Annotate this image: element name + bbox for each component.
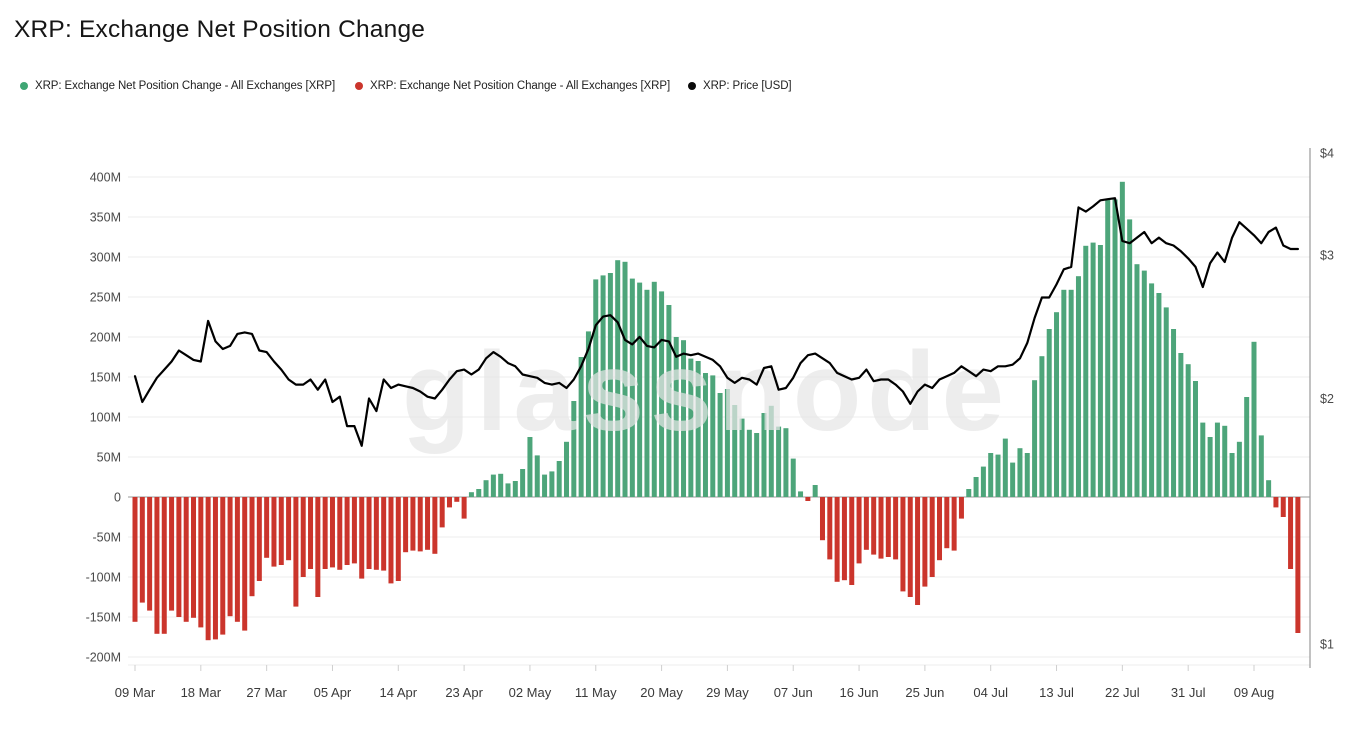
svg-text:13 Jul: 13 Jul [1039,685,1074,700]
legend-dot-red-icon [355,81,363,90]
legend-item-price[interactable]: XRP: Price [USD] [688,79,792,92]
svg-text:400M: 400M [90,171,121,185]
legend-label: XRP: Exchange Net Position Change - All … [370,79,671,92]
legend-label: XRP: Price [USD] [703,79,792,92]
svg-text:14 Apr: 14 Apr [379,685,417,700]
svg-text:150M: 150M [90,371,121,385]
svg-text:-200M: -200M [86,651,121,665]
svg-text:250M: 250M [90,291,121,305]
bars-net-position-change [132,181,1301,641]
svg-text:$3: $3 [1320,248,1334,262]
svg-text:02 May: 02 May [509,685,552,700]
svg-text:$2: $2 [1320,392,1334,406]
svg-text:-100M: -100M [86,571,121,585]
svg-text:05 Apr: 05 Apr [314,685,352,700]
svg-text:11 May: 11 May [575,685,617,700]
page-title: XRP: Exchange Net Position Change [14,16,426,43]
svg-text:09 Mar: 09 Mar [115,685,156,700]
svg-text:07 Jun: 07 Jun [774,685,813,700]
svg-text:16 Jun: 16 Jun [840,685,879,700]
svg-text:22 Jul: 22 Jul [1105,685,1140,700]
svg-text:300M: 300M [90,251,121,265]
svg-text:04 Jul: 04 Jul [973,685,1008,700]
svg-text:23 Apr: 23 Apr [445,685,483,700]
legend-item-net-position-positive[interactable]: XRP: Exchange Net Position Change - All … [20,79,335,92]
svg-text:$4: $4 [1320,146,1334,160]
price-line [133,197,1300,447]
svg-text:0: 0 [114,491,121,505]
svg-text:18 Mar: 18 Mar [181,685,222,700]
legend-dot-black-icon [688,81,696,90]
svg-text:$1: $1 [1320,638,1334,652]
x-axis: 09 Mar 18 Mar 27 Mar 05 Apr 14 Apr 23 Apr 02 M… [115,665,1274,700]
svg-text:29 May: 29 May [706,685,749,700]
svg-text:-50M: -50M [93,531,121,545]
y-axis-right: $4 $3 $2 $1 [1320,146,1334,651]
svg-text:09 Aug: 09 Aug [1234,685,1275,700]
svg-text:350M: 350M [90,211,121,225]
svg-text:25 Jun: 25 Jun [905,685,944,700]
svg-text:-150M: -150M [86,611,121,625]
y-axis-left: 400M 350M 300M 250M 200M 150M 100M 50M 0 -50M -100… [86,171,121,665]
svg-text:20 May: 20 May [640,685,683,700]
svg-text:27 Mar: 27 Mar [246,685,287,700]
svg-text:31 Jul: 31 Jul [1171,685,1206,700]
svg-text:50M: 50M [97,451,121,465]
legend-item-net-position-negative[interactable]: XRP: Exchange Net Position Change - All … [355,79,670,92]
svg-text:100M: 100M [90,411,121,425]
legend-dot-green-icon [20,81,28,90]
legend-label: XRP: Exchange Net Position Change - All … [35,79,336,92]
svg-text:200M: 200M [90,331,121,345]
